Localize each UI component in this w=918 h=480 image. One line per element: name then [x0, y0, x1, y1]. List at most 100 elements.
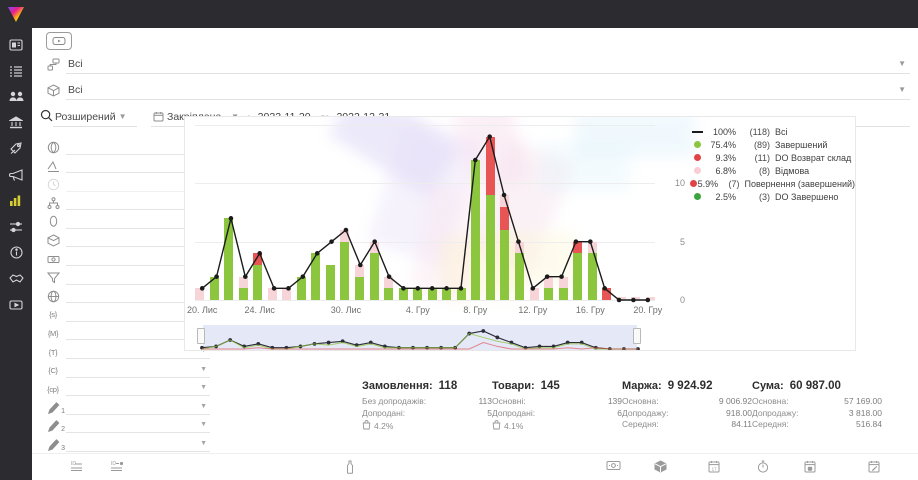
- chart-bar[interactable]: [340, 230, 350, 300]
- chart-bar[interactable]: [616, 297, 626, 300]
- tag-icon[interactable]: [6, 140, 26, 157]
- line-point[interactable]: [616, 297, 622, 303]
- filter-select[interactable]: ▼: [66, 364, 210, 378]
- id-list-icon[interactable]: ID: [70, 460, 84, 476]
- line-point[interactable]: [415, 286, 421, 291]
- dashboard-icon[interactable]: [6, 36, 26, 53]
- chart-bar[interactable]: [282, 288, 292, 300]
- chart-bar[interactable]: [485, 136, 495, 300]
- line-point[interactable]: [487, 134, 492, 139]
- chart-bar[interactable]: [195, 288, 204, 300]
- chart-bar[interactable]: [442, 288, 452, 300]
- navigator-handle-left[interactable]: [197, 328, 205, 344]
- line-point[interactable]: [501, 192, 507, 198]
- line-point[interactable]: [300, 274, 306, 279]
- filter-field-row[interactable]: 2 ▼: [40, 419, 210, 434]
- video-icon[interactable]: [6, 296, 26, 313]
- filter-select[interactable]: ▼: [66, 438, 210, 452]
- line-point[interactable]: [559, 274, 564, 279]
- line-point[interactable]: [631, 297, 636, 303]
- chart-bar[interactable]: [224, 218, 234, 300]
- megaphone-icon[interactable]: [6, 166, 26, 183]
- filter-field-row[interactable]: {C} ▼: [40, 363, 210, 378]
- legend-item[interactable]: 5.9% (7) Повернення (завершений): [690, 177, 855, 190]
- analytics-icon[interactable]: [6, 192, 26, 209]
- line-point[interactable]: [314, 251, 320, 256]
- legend-item[interactable]: 100% (118) Всі: [690, 125, 855, 138]
- chart-bar[interactable]: [209, 276, 219, 300]
- chart-bar[interactable]: [296, 276, 306, 300]
- filter-field-row[interactable]: {cp} ▼: [40, 382, 210, 397]
- chart-bar[interactable]: [267, 288, 277, 300]
- line-point[interactable]: [243, 274, 248, 279]
- bottle-icon[interactable]: [345, 460, 355, 477]
- filter-select[interactable]: ▼: [66, 419, 210, 434]
- parcel-icon[interactable]: [654, 460, 667, 476]
- chart-navigator[interactable]: ◂ ||| ▸: [195, 325, 645, 350]
- chart-bar[interactable]: [325, 265, 335, 300]
- chart-bar[interactable]: [573, 241, 583, 300]
- line-point[interactable]: [444, 286, 449, 291]
- chart-bar[interactable]: [369, 241, 379, 300]
- navigator-track[interactable]: [195, 325, 645, 350]
- chart-bar[interactable]: [471, 160, 481, 300]
- line-point[interactable]: [358, 262, 363, 268]
- legend-item[interactable]: 75.4% (89) Завершений: [690, 138, 855, 151]
- line-point[interactable]: [588, 239, 593, 244]
- line-point[interactable]: [372, 239, 377, 244]
- money-bill-icon[interactable]: [606, 460, 621, 474]
- calendar-lock-icon[interactable]: [804, 460, 816, 476]
- chart-bar[interactable]: [602, 288, 612, 300]
- chart-bar[interactable]: [413, 288, 423, 300]
- search-mode-select[interactable]: Розширений ▼: [53, 108, 137, 127]
- id-detail-icon[interactable]: ID: [110, 460, 124, 476]
- chart-bar[interactable]: [631, 297, 641, 300]
- calendar-day-icon[interactable]: 17: [708, 460, 720, 476]
- line-point[interactable]: [401, 286, 406, 291]
- bank-icon[interactable]: [6, 114, 26, 131]
- media-tab-icon[interactable]: [46, 32, 72, 50]
- line-point[interactable]: [199, 286, 205, 291]
- calendar-edit-icon[interactable]: [868, 460, 880, 476]
- chart-bar[interactable]: [558, 276, 568, 300]
- chart-bar[interactable]: [500, 195, 510, 300]
- filter-row-sitemap[interactable]: Всі ▼: [40, 54, 910, 74]
- line-point[interactable]: [645, 297, 651, 303]
- list-icon[interactable]: [6, 62, 26, 79]
- info-icon[interactable]: [6, 244, 26, 261]
- line-point[interactable]: [386, 274, 392, 279]
- line-point[interactable]: [286, 286, 291, 291]
- line-point[interactable]: [530, 286, 536, 291]
- line-point[interactable]: [573, 239, 579, 244]
- line-point[interactable]: [473, 157, 478, 163]
- filter-select[interactable]: ▼: [66, 401, 210, 415]
- legend-item[interactable]: 6.8% (8) Відмова: [690, 164, 855, 177]
- chart-bar[interactable]: [544, 276, 554, 300]
- line-point[interactable]: [228, 216, 234, 221]
- chart-bar[interactable]: [311, 253, 321, 300]
- line-point[interactable]: [458, 286, 464, 291]
- chart-bar[interactable]: [645, 297, 655, 300]
- line-point[interactable]: [329, 239, 334, 244]
- search-icon[interactable]: [40, 109, 53, 125]
- filter-field-row[interactable]: 1 ▼: [40, 400, 210, 415]
- line-point[interactable]: [271, 286, 277, 291]
- legend-item[interactable]: 9.3% (11) DO Возврат склад: [690, 151, 855, 164]
- sitemap-select[interactable]: Всі ▼: [66, 55, 910, 74]
- line-point[interactable]: [429, 286, 435, 291]
- chart-bar[interactable]: [238, 276, 248, 300]
- navigator-selection[interactable]: [203, 325, 637, 350]
- filter-select[interactable]: ▼: [66, 382, 210, 397]
- legend-item[interactable]: 2.5% (3) DO Завершено: [690, 190, 855, 203]
- chart-bar[interactable]: [253, 253, 263, 300]
- chart-bar[interactable]: [355, 265, 365, 300]
- users-icon[interactable]: [6, 88, 26, 105]
- line-point[interactable]: [544, 274, 550, 279]
- line-point[interactable]: [343, 227, 349, 233]
- chart-bar[interactable]: [456, 288, 466, 300]
- handshake-icon[interactable]: [6, 270, 26, 287]
- sliders-icon[interactable]: [6, 218, 26, 235]
- line-point[interactable]: [257, 251, 262, 256]
- box-select[interactable]: Всі ▼: [66, 81, 910, 100]
- chart-bar[interactable]: [384, 276, 394, 300]
